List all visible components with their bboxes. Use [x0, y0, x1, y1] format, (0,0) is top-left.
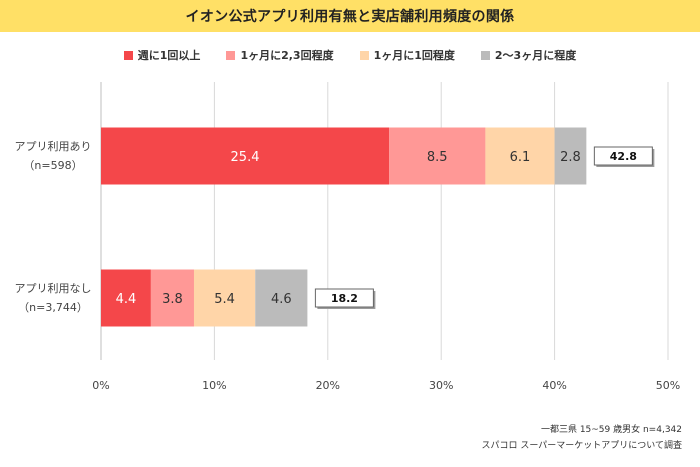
legend-item: 週に1回以上 [123, 47, 201, 63]
footnote-line-1: 一都三県 15~59 歳男女 n=4,342 [540, 425, 682, 435]
bar-value-label: 2.8 [560, 150, 581, 165]
bar-value-label: 8.5 [427, 150, 448, 165]
total-box [593, 146, 653, 166]
bar-segment [554, 127, 587, 185]
bar-segment [150, 269, 194, 327]
footnote: 一都三県 15~59 歳男女 n=4,342 スパコロ スーパーマーケットアプリ… [481, 422, 682, 454]
legend-label: 2〜3ヶ月に程度 [494, 49, 577, 62]
x-tick-label: 10% [202, 379, 226, 392]
legend-label: 1ヶ月に2,3回程度 [240, 49, 334, 62]
bar-value-label: 4.6 [271, 292, 292, 307]
chart-title: イオン公式アプリ利用有無と実店舗利用頻度の関係 [0, 0, 700, 32]
x-tick-label: 30% [429, 379, 453, 392]
bar-segment [193, 269, 256, 327]
legend-label: 週に1回以上 [137, 49, 201, 62]
category-sample-size: （n=598） [23, 159, 82, 172]
legend-label: 1ヶ月に1回程度 [373, 49, 455, 62]
category-label: アプリ利用なし [15, 282, 92, 295]
legend-swatch [226, 50, 236, 60]
total-box [314, 288, 374, 308]
bar-segment [101, 269, 151, 327]
legend-item: 1ヶ月に2,3回程度 [226, 47, 334, 63]
category-label: アプリ利用あり [15, 140, 92, 153]
legend: 週に1回以上 1ヶ月に2,3回程度 1ヶ月に1回程度 2〜3ヶ月に程度 [0, 44, 700, 66]
bar-segment [485, 127, 555, 185]
legend-swatch [480, 50, 490, 60]
bar-value-label: 25.4 [231, 150, 260, 165]
x-tick-label: 0% [92, 379, 109, 392]
legend-swatch [359, 50, 369, 60]
legend-item: 2〜3ヶ月に程度 [480, 47, 577, 63]
footnote-line-2: スパコロ スーパーマーケットアプリについて調査 [481, 441, 682, 451]
x-tick-label: 50% [656, 379, 680, 392]
x-tick-label: 40% [542, 379, 566, 392]
bar-segment [101, 127, 390, 185]
bar-segment [255, 269, 308, 327]
total-label: 18.2 [331, 292, 358, 305]
x-tick-label: 20% [316, 379, 340, 392]
bar-value-label: 6.1 [510, 150, 531, 165]
legend-swatch [123, 50, 133, 60]
bar-segment [389, 127, 486, 185]
legend-item: 1ヶ月に1回程度 [359, 47, 455, 63]
bar-value-label: 5.4 [214, 292, 235, 307]
bar-value-label: 3.8 [162, 292, 183, 307]
category-sample-size: （n=3,744） [18, 301, 88, 314]
bar-value-label: 4.4 [116, 292, 137, 307]
total-label: 42.8 [610, 150, 637, 163]
